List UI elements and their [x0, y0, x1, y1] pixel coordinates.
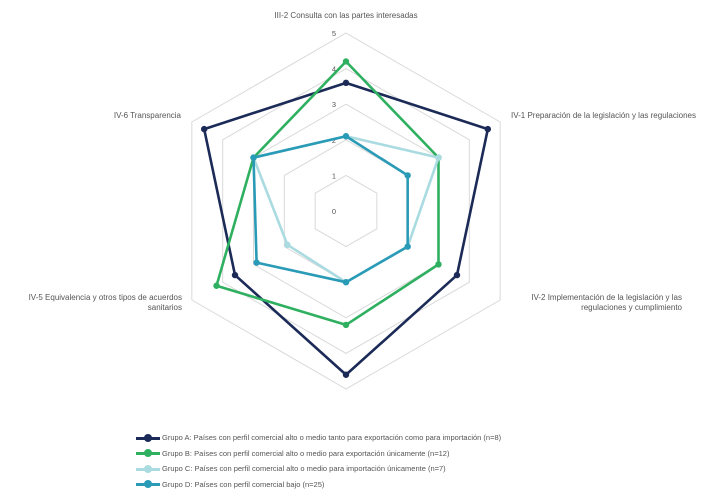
- grid-ring-5: [191, 32, 501, 390]
- data-point: [250, 154, 257, 161]
- legend-label: Grupo A: Países con perfil comercial alt…: [162, 433, 502, 443]
- axis-label-4: IV-5 Equivalencia y otros tipos de acuer…: [29, 293, 182, 312]
- data-point: [342, 79, 350, 87]
- grid-ring-1: [314, 174, 378, 248]
- legend-swatch-marker: [144, 464, 152, 473]
- axis-label-line: regulaciones y cumplimiento: [581, 303, 682, 312]
- series-line: [202, 81, 490, 377]
- data-point: [342, 371, 350, 378]
- series-line: [252, 134, 409, 284]
- data-point: [213, 282, 220, 289]
- data-point: [342, 133, 350, 140]
- data-point: [231, 271, 239, 279]
- data-point: [342, 279, 350, 286]
- data-point: [484, 125, 492, 133]
- legend-label: Grupo B: Países con perfil comercial alt…: [162, 448, 450, 458]
- axis-label-5: IV-6 Transparencia: [114, 111, 182, 120]
- data-point: [404, 172, 411, 179]
- legend-swatch-marker: [144, 449, 152, 458]
- legend-label: Grupo C: Países con perfil comercial alt…: [162, 464, 446, 474]
- legend-swatch: [136, 479, 160, 489]
- data-point: [453, 271, 461, 279]
- data-point: [253, 259, 260, 266]
- series-line: [252, 134, 440, 284]
- legend-swatch-marker: [144, 433, 152, 442]
- tick-label-5: 5: [332, 29, 336, 38]
- tick-label-3: 3: [332, 100, 336, 109]
- legend-label: Grupo D: Países con perfil comercial baj…: [162, 479, 325, 489]
- tick-label-0: 0: [332, 207, 336, 216]
- legend-swatch-marker: [144, 480, 152, 489]
- series-3: [250, 133, 411, 286]
- axis-label-1: IV-1 Preparación de la legislación y las…: [511, 111, 696, 120]
- legend: Grupo A: Países con perfil comercial alt…: [136, 430, 656, 492]
- axis-label-line: III-2 Consulta con las partes interesada…: [274, 11, 417, 20]
- grid-ring-4: [222, 68, 470, 354]
- data-point: [404, 243, 411, 250]
- series-0: [200, 79, 492, 378]
- legend-item: Grupo B: Países con perfil comercial alt…: [136, 446, 656, 462]
- axis-label-line: IV-5 Equivalencia y otros tipos de acuer…: [29, 293, 182, 302]
- data-point: [284, 241, 291, 249]
- tick-label-4: 4: [332, 65, 336, 74]
- series-2: [250, 133, 442, 286]
- tick-label-1: 1: [332, 171, 336, 180]
- axis-label-line: IV-2 Implementación de la legislación y …: [531, 293, 682, 302]
- axis-label-line: IV-1 Preparación de la legislación y las…: [511, 111, 696, 120]
- grid-ring-2: [283, 139, 409, 283]
- data-point: [435, 154, 442, 161]
- legend-item: Grupo C: Países con perfil comercial alt…: [136, 461, 656, 477]
- data-point: [435, 261, 442, 268]
- axis-label-line: IV-6 Transparencia: [114, 111, 182, 120]
- legend-swatch: [136, 464, 160, 474]
- axis-label-2: IV-2 Implementación de la legislación y …: [531, 293, 682, 312]
- axis-label-line: sanitarios: [148, 303, 182, 312]
- data-point: [342, 321, 350, 329]
- legend-swatch: [136, 448, 160, 458]
- axis-label-0: III-2 Consulta con las partes interesada…: [274, 11, 417, 20]
- data-point: [342, 58, 350, 65]
- legend-item: Grupo D: Países con perfil comercial baj…: [136, 477, 656, 493]
- legend-item: Grupo A: Países con perfil comercial alt…: [136, 430, 656, 446]
- legend-swatch: [136, 433, 160, 443]
- data-point: [200, 125, 208, 133]
